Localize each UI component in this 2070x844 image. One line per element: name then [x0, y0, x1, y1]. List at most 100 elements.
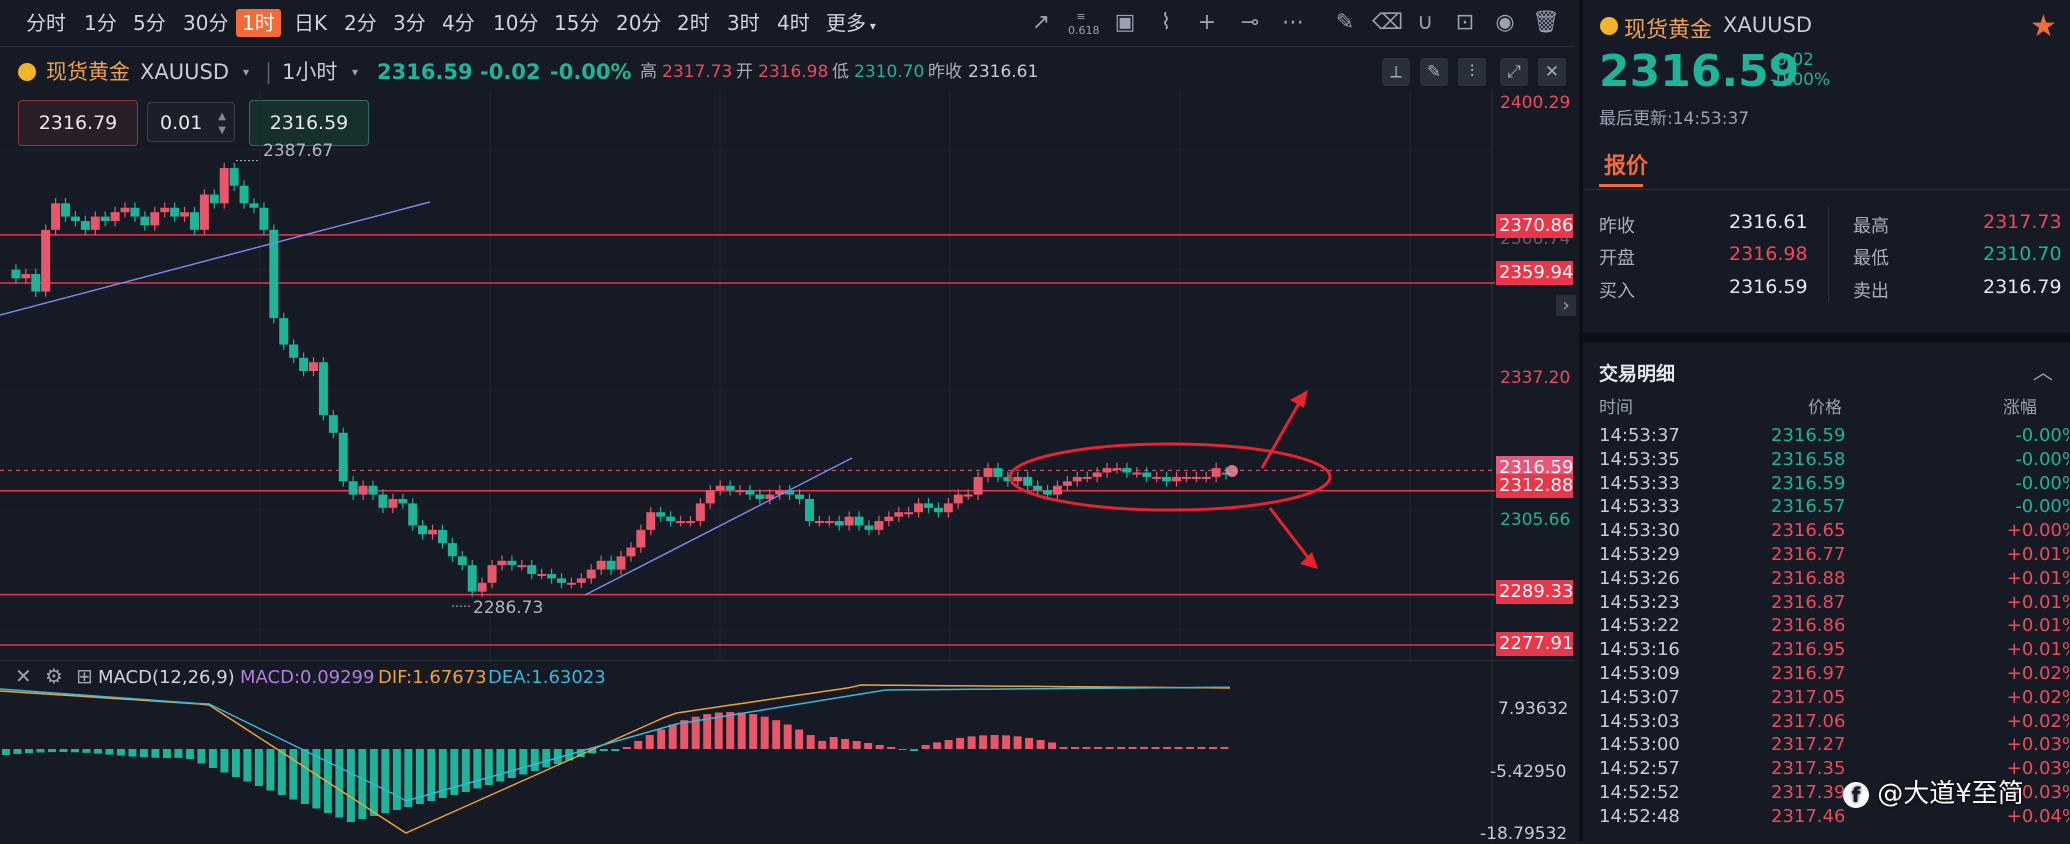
trash-icon[interactable]: 🗑	[1532, 10, 1560, 35]
expand-icon[interactable]: ⤢	[1500, 58, 1528, 86]
symbol-code[interactable]: XAUUSD	[140, 60, 229, 84]
ask-label: 卖出	[1853, 281, 1889, 302]
edit-icon[interactable]: ✎	[1420, 58, 1448, 86]
macd-bar	[438, 749, 447, 798]
tf-2h[interactable]: 2时	[677, 11, 710, 35]
trade-price: 2317.39	[1771, 782, 1846, 803]
tf-30m[interactable]: 30分	[183, 11, 229, 35]
tf-3m[interactable]: 3分	[393, 11, 426, 35]
arrow-icon[interactable]: ↗	[1031, 10, 1051, 35]
macd-bar	[760, 716, 769, 749]
candle-type-icon[interactable]: ⫶	[1458, 58, 1486, 86]
candle-body	[566, 582, 576, 585]
tf-15m[interactable]: 15分	[554, 11, 600, 35]
trade-time: 14:53:00	[1599, 734, 1680, 756]
fib-icon[interactable]: ≡ 0.618	[1068, 10, 1100, 37]
lot-value: 0.01	[160, 112, 203, 134]
side-change-pct: -0.00%	[1770, 70, 1831, 90]
open-value: 2316.98	[1729, 243, 1808, 265]
macd-bar	[231, 749, 240, 777]
candle-body	[318, 362, 328, 416]
macd-bar	[519, 749, 528, 775]
magnet-icon[interactable]: ∪	[1416, 10, 1434, 35]
macd-bar	[1048, 742, 1057, 749]
stepper-down-icon[interactable]: ▼	[218, 125, 226, 136]
trade-price: 2316.59	[1771, 472, 1846, 494]
macd-bar	[174, 749, 183, 758]
macd-bar	[277, 749, 286, 795]
macd-bar	[1117, 747, 1126, 749]
sell-button[interactable]: 2316.79	[18, 100, 138, 146]
candle-body	[884, 516, 894, 522]
more-icon[interactable]: ⋯	[1282, 10, 1304, 35]
tf-4h[interactable]: 4时	[777, 11, 810, 35]
tf-3h[interactable]: 3时	[727, 11, 760, 35]
tf-20m[interactable]: 20分	[616, 11, 662, 35]
symbol-info-bar: 现货黄金 XAUUSD ▾ | 1小时 ▾ 2316.59 -0.02 -0.0…	[0, 54, 1575, 90]
crosshair-icon[interactable]: +	[1197, 10, 1217, 35]
chevron-down-icon[interactable]: ▾	[352, 65, 359, 79]
chevron-down-icon[interactable]: ▾	[243, 65, 250, 79]
trade-pct: +0.00%	[2006, 520, 2069, 542]
tf-daily[interactable]: 日K	[294, 11, 328, 35]
tf-2m[interactable]: 2分	[344, 11, 377, 35]
symbol-name[interactable]: 现货黄金	[46, 60, 130, 84]
macd-chart[interactable]	[0, 661, 1575, 841]
stepper-up-icon[interactable]: ▲	[218, 111, 226, 122]
eye-icon[interactable]: ◉	[1495, 10, 1515, 35]
trade-pct: +0.01%	[2006, 591, 2069, 613]
macd-title: MACD(12,26,9)	[98, 667, 235, 688]
indicator-icon[interactable]: ⟂	[1382, 58, 1410, 86]
candle-body	[943, 503, 953, 513]
close-icon[interactable]: ✕	[1538, 58, 1566, 86]
lock-icon[interactable]: ⊡	[1455, 10, 1475, 35]
trade-row: 14:53:35 2316.58 -0.00%	[1599, 449, 2069, 473]
image-icon[interactable]: ▣	[1114, 10, 1136, 35]
macd-bar	[691, 716, 700, 749]
trend-line	[584, 457, 853, 596]
tf-1m[interactable]: 1分	[84, 11, 117, 35]
macd-bar	[657, 729, 666, 749]
candle-body	[685, 521, 695, 524]
tf-5m[interactable]: 5分	[133, 11, 166, 35]
eraser-icon[interactable]: ⌫	[1372, 10, 1404, 35]
macd-bar	[714, 712, 723, 749]
side-price: 2316.59	[1599, 46, 1800, 97]
trade-pct: +0.02%	[2006, 686, 2069, 708]
tf-more[interactable]: 更多 ▾	[820, 9, 882, 37]
tab-quote[interactable]: 报价	[1604, 154, 1649, 179]
candlestick-chart[interactable]	[0, 90, 1575, 660]
candle-body	[705, 490, 715, 504]
tf-4m[interactable]: 4分	[442, 11, 475, 35]
candle-body	[824, 521, 834, 524]
buy-button[interactable]: 2316.59	[249, 100, 369, 146]
chevron-right-icon[interactable]: ›	[1556, 295, 1576, 316]
edit-icon[interactable]: ✎	[1335, 10, 1355, 35]
trade-time: 14:53:16	[1599, 639, 1680, 661]
tf-tick[interactable]: 分时	[26, 11, 66, 35]
dea-line	[0, 686, 1231, 802]
lot-input[interactable]: 0.01 ▲ ▼	[147, 102, 235, 142]
star-icon[interactable]: ★	[2030, 9, 2057, 44]
macd-bar	[162, 749, 171, 758]
interval-selector[interactable]: 1小时	[282, 60, 338, 84]
macd-bar	[737, 712, 746, 749]
trade-time: 14:53:30	[1599, 520, 1680, 542]
macd-bar	[392, 749, 401, 810]
tf-1h[interactable]: 1时	[236, 9, 281, 37]
macd-bar	[818, 740, 827, 749]
high-value: 2317.73	[662, 62, 733, 82]
trade-price: 2316.95	[1771, 639, 1846, 661]
add-icon[interactable]: ⊞	[76, 664, 93, 688]
tf-10m[interactable]: 10分	[493, 11, 539, 35]
trade-pct: +0.02%	[2006, 710, 2069, 732]
trades-list[interactable]: 14:53:37 2316.59 -0.00% 14:53:35 2316.58 -0.0…	[1599, 425, 2069, 841]
candle-body	[765, 494, 775, 499]
horizontal-line-icon[interactable]: ⊸	[1240, 10, 1260, 35]
close-icon[interactable]: ✕	[15, 664, 32, 688]
chevron-up-icon[interactable]: ︿	[2033, 360, 2053, 384]
trendline-icon[interactable]: ⌇	[1160, 10, 1172, 35]
trend-line	[0, 201, 431, 316]
macd-bar	[1036, 740, 1045, 749]
gear-icon[interactable]: ⚙	[45, 664, 63, 688]
